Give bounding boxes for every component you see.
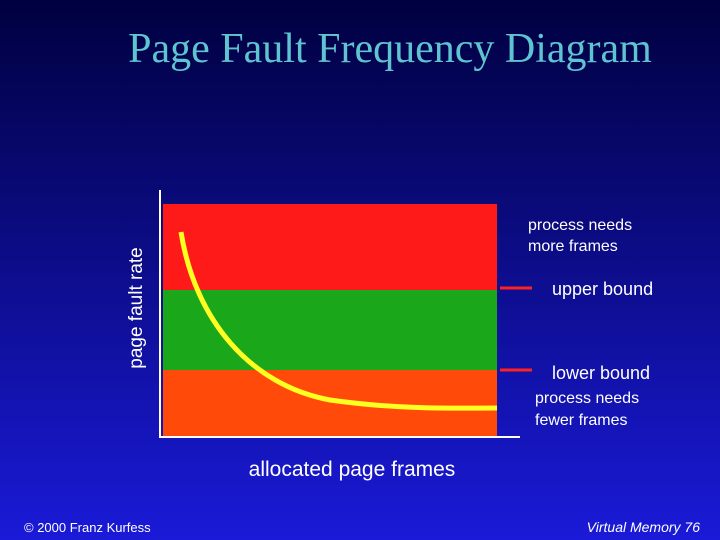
middle-region xyxy=(163,290,497,370)
x-axis-label: allocated page frames xyxy=(249,458,456,481)
title: Page Fault Frequency Diagram xyxy=(128,26,652,72)
upper-region-label: more frames xyxy=(528,238,618,255)
lower-region-label: fewer frames xyxy=(535,412,627,429)
upper-bound-label: upper bound xyxy=(552,279,653,299)
footer-left: © 2000 Franz Kurfess xyxy=(24,520,151,535)
upper-region xyxy=(163,204,497,290)
y-axis-label: page fault rate xyxy=(126,247,147,368)
lower-region xyxy=(163,370,497,437)
lower-bound-label: lower bound xyxy=(552,363,650,383)
curve xyxy=(178,231,498,411)
footer-right: Virtual Memory 76 xyxy=(587,519,701,535)
upper-region-label: process needs xyxy=(528,217,632,234)
lower-region-label: process needs xyxy=(535,390,639,407)
